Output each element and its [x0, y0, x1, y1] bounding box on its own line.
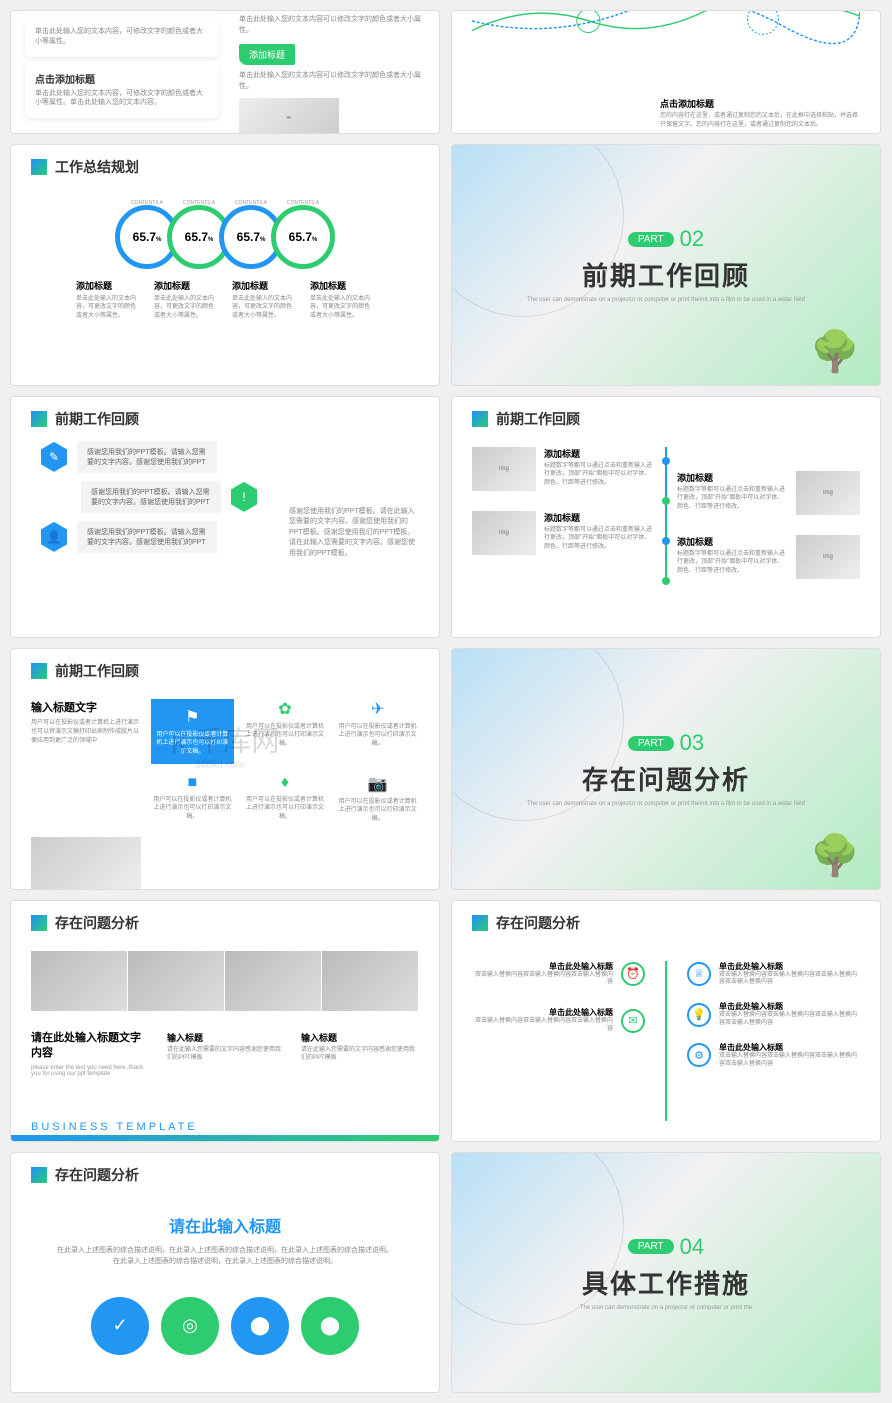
node-item: 💡单击此处输入标题双击输入替换内容双击输入替换内容双击输入替换内容双击输入替换内… [687, 1001, 860, 1028]
pen-image: ✒ [239, 98, 339, 134]
icon-cell: ♦用户可以在投影仪或者计算机上进行演示也可以打印演示文稿。 [244, 774, 327, 823]
hex-row: ✎感谢您用我们的PPT模板。请输入您需要的文字内容。感谢您使用我们的PPT [11, 437, 439, 477]
circle-icon: ⬤ [231, 1297, 289, 1355]
timeline-item: img添加标题标题数字等都可以通过点击和重新输入进行更改，顶部"开始"面板中可以… [472, 447, 655, 491]
ring-chart: CONTENTS A65.7% [271, 205, 335, 269]
circle-icon: ⬤ [301, 1297, 359, 1355]
slide-summary-plan: 工作总结规划 CONTENTS A65.7%CONTENTS A65.7%CON… [10, 144, 440, 386]
slide-review-timeline: 前期工作回顾 img添加标题标题数字等都可以通过点击和重新输入进行更改，顶部"开… [451, 396, 881, 638]
slide-problem-nodes: 存在问题分析 单击此处输入标题双击输入替换内容双击输入替换内容双击输入替换内容⏰… [451, 900, 881, 1142]
node-item: 单击此处输入标题双击输入替换内容双击输入替换内容双击输入替换内容✉ [472, 1007, 645, 1034]
node-item: ♕单击此处输入标题双击输入替换内容双击输入替换内容双击输入替换内容双击输入替换内… [687, 961, 860, 988]
timeline-item: 添加标题标题数字等都可以通过点击和重新输入进行更改，顶部"开始"面板中可以对字体… [677, 471, 860, 515]
gradient-icon [31, 159, 47, 175]
icon-cell: ✿用户可以在投影仪或者计算机上进行演示也可以打印演示文稿。 [244, 699, 327, 764]
slide-review-hex: 前期工作回顾 ✎感谢您用我们的PPT模板。请输入您需要的文字内容。感谢您使用我们… [10, 396, 440, 638]
timeline-item: 添加标题标题数字等都可以通过点击和重新输入进行更改，顶部"开始"面板中可以对字体… [677, 535, 860, 579]
photo-strip [11, 941, 439, 1021]
icon-cell: ■用户可以在投影仪或者计算机上进行演示也可以打印演示文稿。 [151, 774, 234, 823]
circle-icon: ✓ [91, 1297, 149, 1355]
tree-icon: 🌳 [810, 832, 860, 879]
circle-icon: ◎ [161, 1297, 219, 1355]
node-item: ⚙单击此处输入标题双击输入替换内容双击输入替换内容双击输入替换内容双击输入替换内… [687, 1042, 860, 1069]
slide-problem-circles: 存在问题分析 请在此输入标题 在此录入上述图表的综合描述说明，在此录入上述图表的… [10, 1152, 440, 1394]
icon-cell: ⚑用户可以在投影仪或者计算机上进行演示也可以打印演示文稿。 [151, 699, 234, 764]
slide-review-icons: 前期工作回顾 输入标题文字 用户可以在投影仪或者计算机上进行演示也可以将演示文稿… [10, 648, 440, 890]
section-03: PART 03 存在问题分析 The user can demonstrate … [451, 648, 881, 890]
curve-chart [472, 10, 860, 51]
center-heading: 请在此输入标题 [31, 1213, 419, 1237]
add-title-button[interactable]: 添加标题 [239, 44, 295, 65]
ring-column: 添加标题单击此处输入的文本内容，可更改文字的颜色或者大小等属性。 [76, 279, 140, 320]
slide-problem-photos: 存在问题分析 请在此处输入标题文字内容 please enter the tex… [10, 900, 440, 1142]
icon-cell: ✈用户可以在投影仪或者计算机上进行演示也可以打印演示文稿。 [336, 699, 419, 764]
intro-text: 输入标题文字 用户可以在投影仪或者计算机上进行演示也可以将演示文稿打印出来制作成… [31, 699, 141, 764]
section-04: PART 04 具体工作措施 The user can demonstrate … [451, 1152, 881, 1394]
slide-partial-top-right: 点击添加标题 您的内容打在这里，或者通过复制您的文本后，在此框中选择粘贴，并选择… [451, 10, 881, 134]
icon-cell: 📷用户可以在投影仪或者计算机上进行演示也可以打印演示文稿。 [336, 774, 419, 823]
footer-label: BUSINESS TEMPLATE [31, 1121, 198, 1133]
section-02: PART 02 前期工作回顾 The user can demonstrate … [451, 144, 881, 386]
ring-column: 添加标题单击此处输入的文本内容，可更改文字的颜色或者大小等属性。 [310, 279, 374, 320]
curve-title: 点击添加标题 [660, 97, 860, 110]
part-badge: PART [628, 232, 674, 247]
card: 点击添加标题 单击此处输入您的文本内容，可修改文字的颜色或者大小等属性。单击此处… [25, 61, 219, 119]
ring-column: 添加标题单击此处输入的文本内容，可更改文字的颜色或者大小等属性。 [154, 279, 218, 320]
card: 单击此处输入您的文本内容，可修改文字的颜色或者大小等属性。 [25, 17, 219, 57]
tree-icon: 🌳 [810, 328, 860, 375]
slide-partial-top-left: 单击此处输入您的文本内容，可修改文字的颜色或者大小等属性。 点击添加标题 单击此… [10, 10, 440, 134]
node-item: 单击此处输入标题双击输入替换内容双击输入替换内容双击输入替换内容⏰ [472, 961, 645, 988]
ring-column: 添加标题单击此处输入的文本内容，可更改文字的颜色或者大小等属性。 [232, 279, 296, 320]
timeline-item: img添加标题标题数字等都可以通过点击和重新输入进行更改，顶部"开始"面板中可以… [472, 511, 655, 555]
meeting-image [31, 837, 141, 890]
